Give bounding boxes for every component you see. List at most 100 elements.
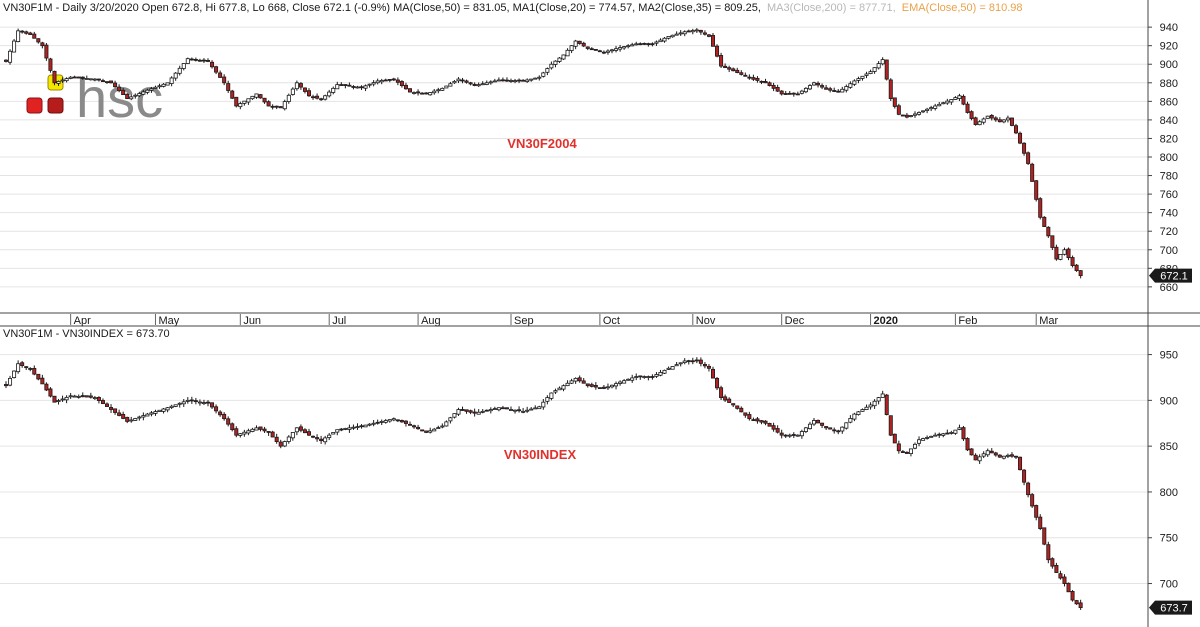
bottom-candle-body [181,401,186,405]
month-label-2020: 2020 [874,315,898,327]
bottom-candle-body [678,362,683,365]
top-candle-body [674,33,679,36]
bottom-y-tick-label: 850 [1160,441,1178,453]
bottom-candle-body [197,401,202,404]
bottom-candle-body [205,401,210,404]
top-candle-body [416,91,421,94]
top-candle-body [525,79,530,82]
bottom-candle-body [141,415,146,418]
bottom-candle-body [585,383,590,387]
bottom-last-value-badge [1149,600,1192,615]
bottom-candle-body [282,441,287,447]
bottom-candle-body [395,419,400,422]
bottom-candle-body [290,432,295,439]
bottom-candle-body [399,420,404,423]
bottom-candle-body [363,424,368,428]
top-candle-body [395,79,400,83]
bottom-candle-body [218,411,223,416]
top-candle-body [32,33,37,39]
top-panel-candles [4,28,1083,279]
top-candle-body [614,48,619,51]
top-candle-body [904,114,909,118]
top-candle-body [399,81,404,86]
bottom-candle-body [258,426,263,430]
top-candle-body [888,79,893,99]
top-candle-body [92,78,97,81]
bottom-candle-body [767,422,772,427]
top-candle-body [630,44,635,47]
top-candle-body [1005,117,1010,121]
top-candle-body [763,81,768,84]
bottom-candle-body [573,377,578,382]
bottom-candle-body [553,390,558,393]
bottom-candle-body [731,403,736,406]
top-candle-body [476,84,481,87]
bottom-y-tick-label: 800 [1160,487,1178,499]
top-candle-body [1046,226,1051,237]
top-candle-body [161,83,166,87]
top-candle-body [1070,257,1075,266]
top-candle-body [420,92,425,95]
bottom-candle-body [500,407,505,410]
bottom-candle-body [12,370,17,378]
top-candle-body [557,57,562,62]
top-candle-body [933,105,938,109]
top-candle-body [545,68,550,73]
bottom-candle-body [44,383,49,391]
top-candle-body [662,37,667,42]
bottom-candle-body [852,413,857,420]
bottom-candle-body [816,419,821,424]
top-candle-body [254,93,259,98]
top-candle-body [775,87,780,92]
month-label-may: May [158,315,179,327]
bottom-candle-body [985,450,990,456]
top-candle-body [868,71,873,74]
top-y-tick-label: 920 [1160,41,1178,53]
bottom-candle-body [735,405,740,409]
top-candle-body [937,103,942,107]
top-candle-body [799,90,804,94]
top-y-tick-label: 900 [1160,59,1178,71]
top-candle-body [601,51,606,54]
bottom-candle-body [391,418,396,421]
top-candle-body [76,76,81,79]
bottom-candle-body [133,418,138,421]
bottom-candle-body [270,431,275,438]
bottom-candle-body [961,427,966,440]
top-candle-body [375,80,380,84]
top-candle-body [387,79,392,81]
top-candle-body [153,86,158,89]
bottom-candle-body [359,425,364,428]
bottom-candle-body [565,382,570,387]
bottom-candle-body [694,359,699,362]
bottom-candle-body [222,413,227,420]
top-candle-body [367,83,372,86]
top-candle-body [917,112,922,115]
bottom-candle-body [343,428,348,430]
top-candle-body [363,85,368,89]
bottom-candle-body [723,396,728,401]
bottom-candle-body [210,402,215,408]
top-candle-body [618,47,623,50]
bottom-candle-body [537,406,542,410]
bottom-candle-body [1046,544,1051,561]
bottom-candle-body [476,411,481,415]
top-candle-body [1058,254,1063,260]
top-candle-body [1042,216,1047,227]
top-candle-body [844,86,849,91]
top-candle-body [464,80,469,83]
bottom-candle-body [864,406,869,410]
top-candle-body [355,86,360,89]
bottom-candle-body [844,422,849,429]
bottom-candle-body [335,429,340,433]
top-candle-body [1030,163,1035,182]
top-candle-body [327,91,332,97]
bottom-candle-body [121,413,126,419]
bottom-candle-body [76,395,81,398]
bottom-candle-body [238,433,243,436]
bottom-candle-body [407,423,412,426]
top-candle-body [8,50,13,63]
bottom-candle-body [444,421,449,427]
top-candle-body [294,82,299,90]
top-candle-body [331,87,336,93]
